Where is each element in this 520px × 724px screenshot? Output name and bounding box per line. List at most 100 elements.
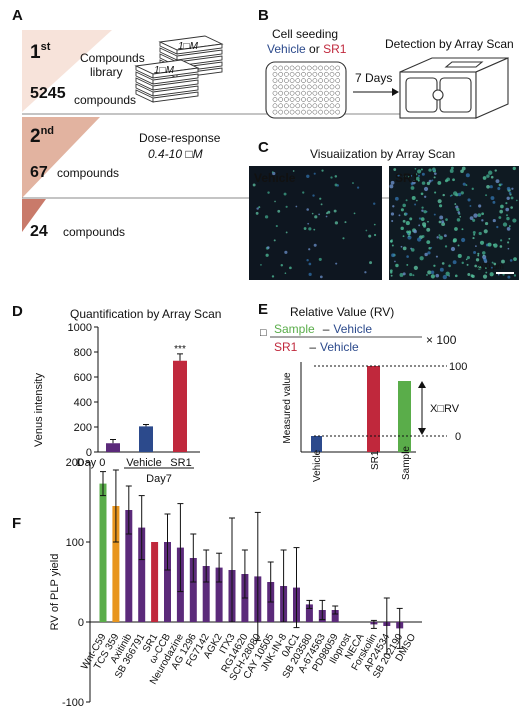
detection-label: Detection by Array Scan <box>385 37 514 51</box>
cell-dot <box>482 251 486 255</box>
well <box>306 84 312 90</box>
well <box>278 97 284 102</box>
panel-e: E Relative Value (RV) □ Sample – Vehicle S… <box>258 301 467 482</box>
cell-dot <box>483 229 488 234</box>
well <box>323 71 329 77</box>
cell-dot <box>408 175 411 178</box>
cell-dot <box>434 191 437 194</box>
rv-label: X□RV <box>430 403 460 415</box>
cell-dot <box>441 262 445 265</box>
well <box>289 103 295 109</box>
cell-dot <box>318 213 321 216</box>
e-bar-vehicle <box>311 436 322 452</box>
cell-dot <box>423 210 427 214</box>
cell-dot <box>373 202 376 205</box>
cell-dot <box>444 179 448 183</box>
cell-dot <box>417 179 420 182</box>
cell-dot <box>454 274 458 278</box>
tier1-wedge <box>22 30 112 112</box>
cell-dot <box>260 264 262 266</box>
library-label-line1: Compounds <box>80 51 145 65</box>
e-bar-sample <box>398 381 411 452</box>
cell-dot <box>344 221 347 224</box>
panel-f-ylabel: RV of PLP yield <box>49 554 61 631</box>
cell-dot <box>265 253 269 257</box>
well <box>272 90 278 96</box>
cell-dot <box>479 240 485 245</box>
cell-dot <box>403 175 406 178</box>
cell-dot <box>505 202 508 205</box>
well <box>272 65 278 71</box>
cell-dot <box>292 170 295 172</box>
cell-dot <box>452 178 455 182</box>
cell-dot <box>406 255 409 258</box>
cell-dot <box>394 260 396 263</box>
well <box>289 109 295 115</box>
panel-d: D Quantification by Array Scan 020040060… <box>12 303 221 485</box>
cell-dot <box>450 194 453 197</box>
well <box>278 65 284 71</box>
well-grid <box>272 65 341 115</box>
well <box>272 78 278 83</box>
e-cat-sample: Sample <box>401 446 412 480</box>
tier1-unit: compounds <box>74 93 136 107</box>
cell-dot <box>289 266 292 270</box>
f-bar <box>138 527 146 622</box>
cell-dot <box>443 234 447 238</box>
cell-dot <box>496 225 499 229</box>
cell-dot <box>457 253 462 258</box>
cell-dot <box>508 237 511 240</box>
cell-dot <box>461 228 464 231</box>
panel-d-ylabel: Venus intensity <box>33 373 45 447</box>
cell-dot <box>511 187 514 190</box>
cell-dot <box>353 212 356 215</box>
cell-dot <box>321 169 324 172</box>
well <box>272 109 278 115</box>
cell-dot <box>493 262 497 266</box>
cell-dot <box>285 205 288 208</box>
well <box>272 97 278 102</box>
cell-dot <box>450 166 454 170</box>
well <box>335 109 341 115</box>
cell-dot <box>258 206 261 209</box>
well <box>289 71 295 77</box>
cell-dot <box>319 197 322 200</box>
cell-dot <box>452 191 458 196</box>
cell-dot <box>461 166 466 171</box>
cell-dot <box>308 227 312 231</box>
well <box>318 97 323 102</box>
cell-dot <box>485 194 488 197</box>
cell-dot <box>424 252 428 257</box>
cell-dot <box>271 275 275 278</box>
well <box>289 90 295 96</box>
cell-dot <box>512 218 517 223</box>
cell-dot <box>445 218 448 221</box>
cell-dot <box>467 198 471 202</box>
cell-dot <box>333 209 337 213</box>
cell-dot <box>391 244 394 247</box>
panel-f: F RV of PLP yield -1000100200Wnt-C59TCS … <box>12 457 422 709</box>
cell-dot <box>507 247 510 250</box>
cell-dot <box>487 242 492 247</box>
cell-dot <box>513 257 517 262</box>
cell-dot <box>488 170 493 175</box>
cell-dot <box>426 274 428 276</box>
well <box>301 103 306 109</box>
cell-dot <box>334 175 338 178</box>
cell-dot <box>420 168 423 171</box>
well <box>306 103 312 109</box>
cell-dot <box>433 213 436 216</box>
cell-dot <box>484 267 487 270</box>
cell-dot <box>365 229 368 232</box>
cell-dot <box>417 169 422 174</box>
well <box>329 84 335 90</box>
well <box>318 90 323 96</box>
well <box>278 84 284 90</box>
cell-dot <box>506 196 510 201</box>
cell-dot <box>482 176 487 180</box>
cell-dot <box>314 215 318 219</box>
cell-dot <box>438 235 443 240</box>
cell-dot <box>427 270 432 275</box>
cell-dot <box>364 271 367 274</box>
cell-dot <box>457 244 460 247</box>
